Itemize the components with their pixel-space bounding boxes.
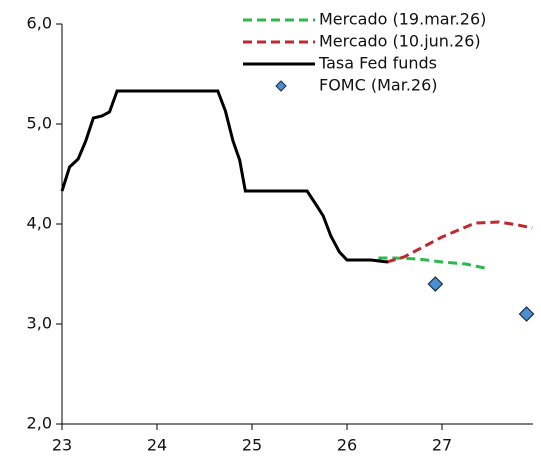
legend-label: Tasa Fed funds — [318, 54, 437, 73]
legend-marker — [275, 80, 287, 92]
series-line — [60, 89, 389, 264]
x-tick-label: 27 — [432, 436, 452, 455]
fomc-point — [518, 306, 535, 322]
series-line — [378, 256, 486, 270]
y-tick-label: 6,0 — [27, 14, 52, 33]
x-tick-label: 26 — [337, 436, 357, 455]
fomc-point — [427, 276, 444, 292]
y-tick-label: 2,0 — [27, 414, 52, 433]
y-tick-label: 5,0 — [27, 114, 52, 133]
series-line — [386, 220, 533, 264]
x-tick-label: 25 — [242, 436, 262, 455]
legend-label: Mercado (10.jun.26) — [319, 32, 481, 51]
y-tick-label: 3,0 — [27, 314, 52, 333]
legend-label: FOMC (Mar.26) — [319, 76, 438, 95]
x-tick-label: 24 — [147, 436, 167, 455]
x-tick-label: 23 — [52, 436, 72, 455]
legend-label: Mercado (19.mar.26) — [319, 10, 486, 29]
y-tick-label: 4,0 — [27, 214, 52, 233]
